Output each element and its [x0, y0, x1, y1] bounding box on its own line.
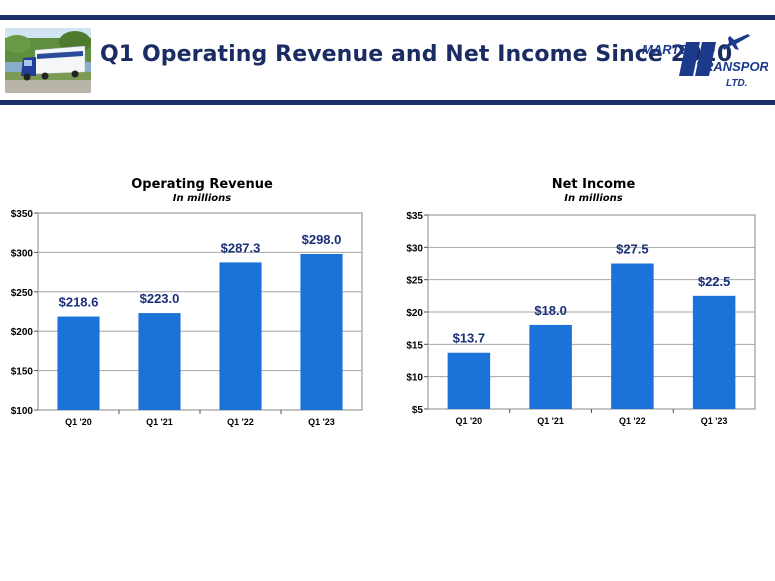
- data-label-revenue: $287.3: [221, 240, 261, 255]
- y-tick-label-revenue: $100: [11, 406, 34, 417]
- data-label-revenue: $223.0: [140, 291, 180, 306]
- bar-net-income: [529, 324, 572, 409]
- truck-photo: [5, 28, 91, 93]
- data-label-revenue: $218.6: [59, 295, 99, 310]
- y-tick-label-net-income: $20: [406, 308, 423, 319]
- y-tick-label-revenue: $250: [11, 288, 34, 299]
- marten-logo-mark: MARTEN TRANSPORT LTD.: [642, 34, 775, 89]
- y-tick-label-net-income: $25: [406, 276, 423, 287]
- chart-title-net-income: Net Income: [552, 177, 636, 192]
- data-label-net-income: $18.0: [534, 303, 567, 318]
- chart-subtitle-net-income: In millions: [564, 193, 622, 204]
- net-income-chart: Net Income In millions $5 $10 $15 $20 $25 $30 $3…: [390, 170, 775, 440]
- y-tick-label-revenue: $300: [11, 248, 34, 259]
- y-tick-label-revenue: $200: [11, 327, 34, 338]
- x-tick-label-net-income: Q1 '21: [537, 416, 564, 426]
- marten-transport-logo: MARTEN TRANSPORT LTD.: [638, 30, 775, 92]
- logo-text-marten: MARTEN: [642, 42, 698, 57]
- truck-photo-illustration: [5, 28, 91, 93]
- y-tick-label-revenue: $350: [11, 209, 34, 220]
- x-tick-label-net-income: Q1 '20: [456, 416, 483, 426]
- y-tick-label-net-income: $10: [406, 373, 423, 384]
- bar-net-income: [447, 352, 491, 409]
- x-tick-label-net-income: Q1 '23: [701, 416, 728, 426]
- bar-revenue: [57, 316, 100, 410]
- header-top-rule: [0, 15, 775, 20]
- y-tick-label-net-income: $30: [406, 243, 423, 254]
- x-tick-label-net-income: Q1 '22: [619, 416, 646, 426]
- x-tick-label-revenue: Q1 '22: [227, 417, 254, 427]
- slide-title: Q1 Operating Revenue and Net Income Sinc…: [100, 42, 733, 67]
- y-tick-label-net-income: $5: [412, 405, 424, 416]
- data-label-net-income: $13.7: [453, 331, 486, 346]
- x-tick-label-revenue: Q1 '20: [65, 417, 92, 427]
- bar-net-income: [611, 263, 654, 409]
- bar-revenue: [138, 313, 181, 410]
- data-label-revenue: $298.0: [302, 232, 342, 247]
- logo-text-transport: TRANSPORT: [696, 59, 768, 74]
- y-tick-label-revenue: $150: [11, 367, 34, 378]
- x-tick-label-revenue: Q1 '23: [308, 417, 335, 427]
- y-tick-label-net-income: $15: [406, 340, 423, 351]
- data-label-net-income: $27.5: [616, 242, 649, 257]
- bar-revenue: [300, 253, 343, 410]
- bar-revenue: [219, 262, 262, 410]
- operating-revenue-chart: Operating Revenue In millions $100 $150 $200…: [0, 170, 385, 440]
- logo-text-ltd: LTD.: [726, 78, 747, 89]
- chart-title-revenue: Operating Revenue: [131, 177, 273, 192]
- bar-net-income: [692, 295, 736, 409]
- header-bottom-rule: [0, 100, 775, 105]
- x-tick-label-revenue: Q1 '21: [146, 417, 173, 427]
- y-tick-label-net-income: $35: [406, 211, 423, 222]
- data-label-net-income: $22.5: [698, 274, 731, 289]
- chart-subtitle-revenue: In millions: [173, 193, 231, 204]
